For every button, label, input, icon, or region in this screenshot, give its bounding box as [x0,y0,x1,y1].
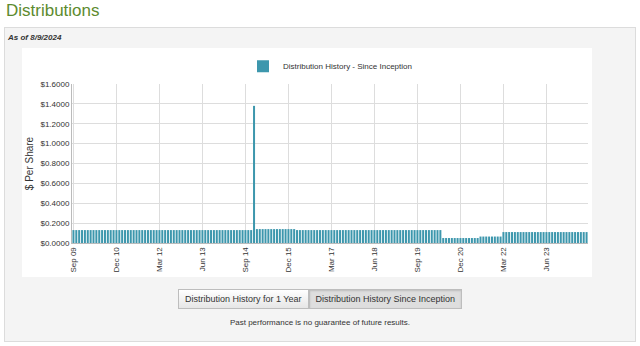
svg-text:Sep 14: Sep 14 [241,247,250,273]
svg-text:$ Per Share: $ Per Share [24,136,35,190]
svg-text:Jun 13: Jun 13 [198,247,207,272]
svg-text:$1.4000: $1.4000 [40,100,69,109]
svg-text:Sep 19: Sep 19 [413,247,422,273]
html-text:Past performance is no guarant: Past performance is no guarantee of futu… [229,318,410,327]
svg-text:Mar 12: Mar 12 [155,247,164,272]
svg-text:Jun 23: Jun 23 [542,247,551,272]
svg-text:$0.0000: $0.0000 [40,239,69,248]
svg-text:Sep 09: Sep 09 [69,247,78,273]
svg-text:$0.2000: $0.2000 [40,219,69,228]
html-text:As of 8/9/2024: As of 8/9/2024 [8,33,62,42]
svg-text:$1.6000: $1.6000 [40,80,69,89]
svg-text:Dec 20: Dec 20 [456,247,465,273]
html-text:Distributions: Distributions [6,1,100,20]
svg-text:$1.2000: $1.2000 [40,120,69,129]
svg-text:Distribution History - Since I: Distribution History - Since Inception [283,62,412,71]
svg-text:Jun 18: Jun 18 [370,247,379,272]
svg-text:$1.0000: $1.0000 [40,139,69,148]
svg-text:Mar 17: Mar 17 [327,247,336,272]
svg-text:$0.8000: $0.8000 [40,159,69,168]
svg-text:$0.6000: $0.6000 [40,179,69,188]
html-text:Distribution History for 1 Yea: Distribution History for 1 Year [184,294,302,304]
svg-text:Dec 15: Dec 15 [284,247,293,273]
html-text:Distribution History Since Inc: Distribution History Since Inception [315,294,456,304]
svg-text:Dec 10: Dec 10 [112,247,121,273]
svg-text:Mar 22: Mar 22 [499,247,508,272]
svg-text:$0.4000: $0.4000 [40,199,69,208]
